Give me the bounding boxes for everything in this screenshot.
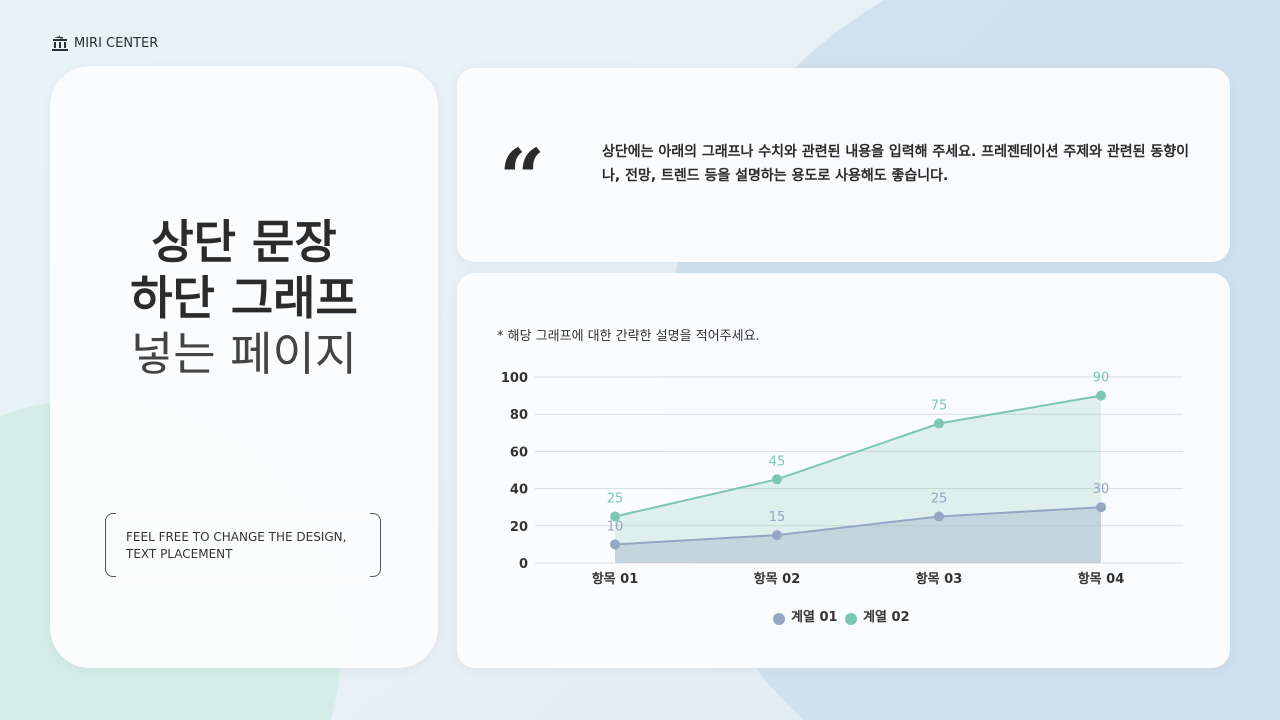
series-line-1	[614, 506, 1102, 546]
data-label: 15	[769, 510, 786, 525]
quote-text: 상단에는 아래의 그래프나 수치와 관련된 내용을 입력해 주세요. 프레젠테이…	[602, 144, 1190, 184]
quote-card: “ 상단에는 아래의 그래프나 수치와 관련된 내용을 입력해 주세요. 프레젠…	[457, 68, 1230, 262]
data-point	[934, 511, 944, 522]
data-point	[772, 474, 782, 485]
title-line: 하단 그래프	[130, 271, 358, 325]
data-label: 25	[607, 492, 624, 507]
data-point	[610, 539, 620, 550]
data-point	[772, 530, 782, 541]
data-label: 45	[769, 454, 786, 469]
data-label: 90	[1093, 371, 1110, 386]
data-label: 10	[607, 519, 624, 534]
building-icon	[52, 35, 68, 51]
y-tick-label: 60	[510, 445, 528, 460]
page-title: 상단 문장 하단 그래프 넣는 페이지	[50, 214, 438, 382]
title-card: 상단 문장 하단 그래프 넣는 페이지 FEEL FREE TO CHANGE …	[50, 66, 438, 668]
data-point	[1096, 390, 1106, 401]
y-tick-label: 20	[510, 520, 528, 535]
legend-marker	[773, 613, 785, 625]
legend-label: 계열 01	[791, 609, 838, 625]
area-2	[615, 395, 1101, 563]
logo: MIRI CENTER	[52, 35, 158, 51]
logo-text: MIRI CENTER	[74, 35, 159, 51]
chart-card: * 해당 그래프에 대한 간략한 설명을 적어주세요.	[457, 273, 1230, 668]
legend-label: 계열 02	[863, 609, 910, 625]
data-label: 25	[931, 492, 948, 507]
x-tick-label: 항목 01	[592, 571, 639, 587]
area-1	[615, 507, 1101, 563]
y-tick-label: 100	[501, 371, 528, 386]
y-tick-label: 40	[510, 483, 528, 498]
x-tick-label: 항목 04	[1078, 571, 1125, 587]
y-tick-label: 0	[519, 557, 528, 572]
series-line-2	[614, 394, 1102, 518]
data-label: 30	[1093, 482, 1110, 497]
title-line: 넣는 페이지	[130, 327, 358, 381]
data-label: 75	[931, 399, 948, 414]
data-point	[934, 418, 944, 429]
note-box: FEEL FREE TO CHANGE THE DESIGN, TEXT PLA…	[105, 512, 381, 578]
quote-icon: “	[499, 138, 546, 188]
chart-description: * 해당 그래프에 대한 간략한 설명을 적어주세요.	[497, 329, 760, 344]
x-tick-label: 항목 02	[754, 571, 801, 587]
y-tick-label: 80	[510, 408, 528, 423]
note-text: FEEL FREE TO CHANGE THE DESIGN, TEXT PLA…	[126, 530, 347, 561]
data-point	[610, 511, 620, 522]
title-line: 상단 문장	[151, 215, 337, 269]
data-point	[1096, 502, 1106, 513]
legend-marker	[845, 613, 857, 625]
x-tick-label: 항목 03	[916, 571, 963, 587]
